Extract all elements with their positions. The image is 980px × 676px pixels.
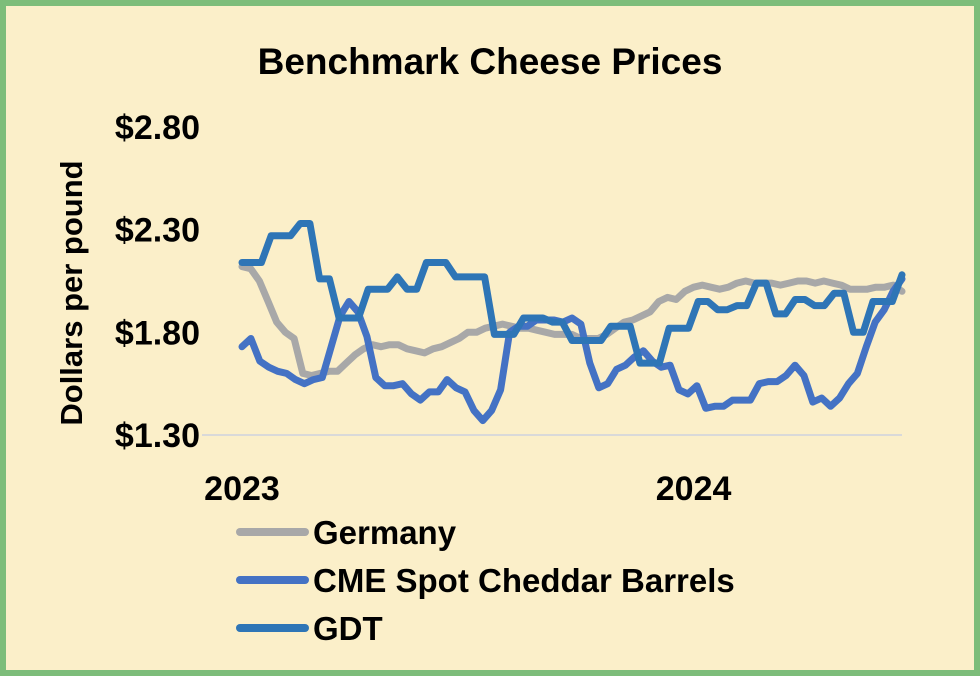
x-axis-ticks: 2023 2024 (204, 470, 731, 508)
series-line-cme-spot-cheddar-barrels (238, 275, 906, 425)
legend-label: Germany (313, 514, 457, 551)
legend: Germany CME Spot Cheddar Barrels GDT (236, 514, 735, 647)
y-tick-label: $2.80 (115, 109, 200, 147)
x-tick-label: 2024 (656, 470, 732, 508)
y-tick-label: $2.30 (115, 212, 200, 250)
legend-label: CME Spot Cheddar Barrels (313, 562, 735, 599)
y-tick-label: $1.30 (115, 417, 200, 455)
y-axis-ticks: $1.30 $1.80 $2.30 $2.80 (115, 109, 200, 455)
chart-title: Benchmark Cheese Prices (258, 41, 723, 82)
y-tick-label: $1.80 (115, 314, 200, 352)
series-line-gdt (238, 220, 906, 367)
series-lines (238, 220, 906, 425)
y-axis-label: Dollars per pound (54, 160, 89, 425)
legend-label: GDT (313, 610, 383, 647)
x-tick-label: 2023 (204, 470, 280, 508)
